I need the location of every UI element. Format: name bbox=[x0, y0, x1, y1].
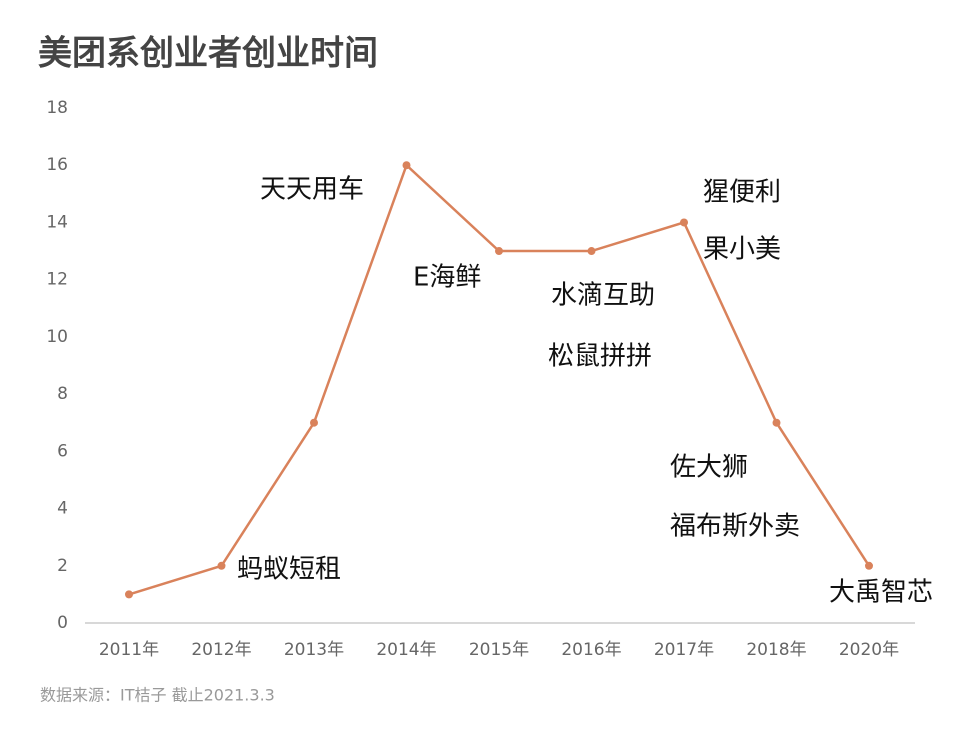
x-tick-label: 2015年 bbox=[469, 640, 529, 660]
annotation: 水滴互助 bbox=[551, 281, 655, 311]
y-tick-label: 0 bbox=[57, 613, 68, 633]
annotation: 大禹智芯 bbox=[829, 578, 933, 608]
point bbox=[125, 590, 133, 599]
y-tick-label: 18 bbox=[46, 98, 68, 118]
point bbox=[495, 247, 503, 256]
point bbox=[865, 561, 873, 570]
annotation: 天天用车 bbox=[260, 175, 364, 205]
x-tick-label: 2013年 bbox=[284, 640, 344, 660]
annotation: E海鲜 bbox=[413, 263, 481, 293]
annotation: 福布斯外卖 bbox=[670, 512, 800, 542]
annotation: 松鼠拼拼 bbox=[548, 342, 652, 372]
y-tick-label: 4 bbox=[57, 499, 68, 519]
point bbox=[402, 161, 411, 170]
x-tick-label: 2011年 bbox=[99, 640, 159, 660]
x-tick-label: 2016年 bbox=[561, 640, 621, 660]
point bbox=[587, 247, 596, 256]
y-tick-label: 12 bbox=[46, 270, 68, 290]
x-tick-label: 2014年 bbox=[376, 640, 436, 660]
x-tick-label: 2018年 bbox=[746, 640, 806, 660]
y-tick-label: 14 bbox=[46, 212, 68, 232]
point bbox=[217, 561, 226, 570]
point bbox=[680, 218, 688, 227]
source-note: 数据来源：IT桔子 截止2021.3.3 bbox=[40, 686, 275, 705]
annotation: 蚂蚁短租 bbox=[237, 555, 341, 585]
x-tick-label: 2020年 bbox=[839, 640, 899, 660]
annotation: 猩便利 bbox=[703, 178, 781, 208]
y-tick-label: 8 bbox=[57, 384, 68, 404]
y-tick-label: 10 bbox=[46, 327, 68, 347]
annotation: 果小美 bbox=[703, 235, 781, 265]
chart-title: 美团系创业者创业时间 bbox=[38, 34, 378, 74]
annotation: 佐大狮 bbox=[670, 453, 748, 483]
x-tick-label: 2017年 bbox=[654, 640, 714, 660]
y-tick-label: 16 bbox=[46, 155, 68, 175]
x-tick-label: 2012年 bbox=[191, 640, 251, 660]
point bbox=[310, 418, 318, 427]
y-tick-label: 2 bbox=[57, 556, 68, 576]
y-tick-label: 6 bbox=[57, 441, 68, 461]
point bbox=[772, 418, 781, 427]
